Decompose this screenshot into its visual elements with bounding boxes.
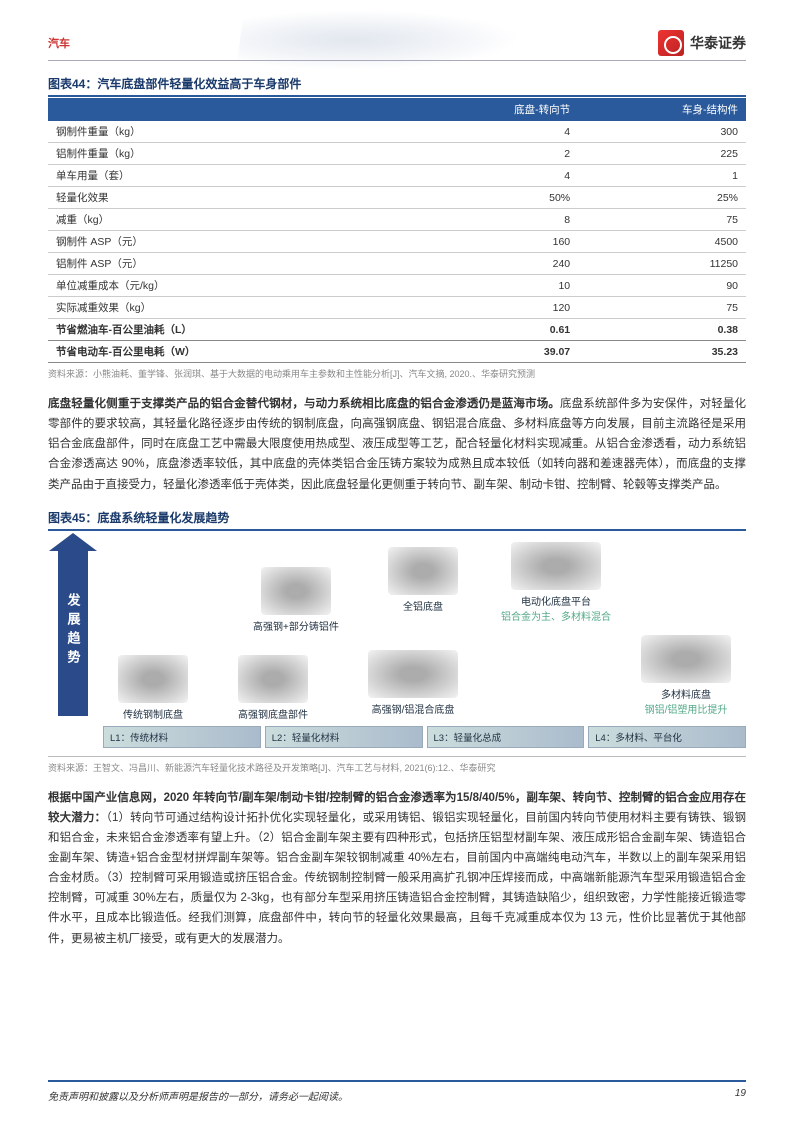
box-5: 全铝底盘 bbox=[388, 547, 458, 613]
table44-caption: 图表44：汽车底盘部件轻量化效益高于车身部件 bbox=[48, 75, 746, 97]
diagram-boxes: 传统钢制底盘 高强钢底盘部件 高强钢/铝混合底盘 高强钢+部分铸铝件 全铝底盘 … bbox=[108, 542, 741, 721]
fig45-source: 资料来源：王智文、冯昌川、新能源汽车轻量化技术路径及开发策略[J]、汽车工艺与材… bbox=[48, 761, 746, 774]
box-6: 电动化底盘平台铝合金为主、多材料混合 bbox=[501, 542, 611, 623]
fig45-diagram: 发展趋势 传统钢制底盘 高强钢底盘部件 高强钢/铝混合底盘 高强钢+部分铸铝件 … bbox=[48, 537, 746, 757]
trend-arrow: 发展趋势 bbox=[58, 547, 88, 716]
box-1: 传统钢制底盘 bbox=[118, 655, 188, 721]
chassis-img-icon bbox=[368, 650, 458, 698]
level-2: L2：轻量化材料 bbox=[265, 726, 423, 748]
chassis-img-icon bbox=[641, 635, 731, 683]
level-3: L3：轻量化总成 bbox=[427, 726, 585, 748]
box-2: 高强钢底盘部件 bbox=[238, 655, 308, 721]
box-4: 高强钢+部分铸铝件 bbox=[253, 567, 339, 633]
arrow-label: 发展趋势 bbox=[64, 593, 83, 669]
table44: 底盘-转向节 车身-结构件 钢制件重量（kg）4300铝制件重量（kg）2225… bbox=[48, 98, 746, 363]
level-bar: L1：传统材料 L2：轻量化材料 L3：轻量化总成 L4：多材料、平台化 bbox=[103, 726, 746, 748]
para2-text: （1）转向节可通过结构设计拓扑优化实现轻量化，或采用铸铝、锻铝实现轻量化，目前国… bbox=[48, 812, 746, 945]
fig45-caption: 图表45：底盘系统轻量化发展趋势 bbox=[48, 509, 746, 531]
brand-name: 华泰证券 bbox=[690, 33, 746, 53]
page-number: 19 bbox=[735, 1088, 746, 1103]
col-1: 底盘-转向节 bbox=[410, 98, 578, 121]
col-2: 车身-结构件 bbox=[578, 98, 746, 121]
box-3: 高强钢/铝混合底盘 bbox=[368, 650, 458, 716]
logo-icon bbox=[658, 30, 684, 56]
chassis-img-icon bbox=[511, 542, 601, 590]
footer-disclaimer: 免责声明和披露以及分析师声明是报告的一部分，请务必一起阅读。 bbox=[48, 1088, 348, 1103]
table44-source: 资料来源：小熊油耗、董学锋、张润琪、基于大数据的电动乘用车主参数和主性能分析[J… bbox=[48, 367, 746, 380]
chassis-img-icon bbox=[238, 655, 308, 703]
footer: 免责声明和披露以及分析师声明是报告的一部分，请务必一起阅读。 19 bbox=[48, 1080, 746, 1103]
header-brand: 华泰证券 bbox=[658, 30, 746, 56]
chassis-img-icon bbox=[388, 547, 458, 595]
chassis-img-icon bbox=[118, 655, 188, 703]
level-1: L1：传统材料 bbox=[103, 726, 261, 748]
paragraph-1: 底盘轻量化侧重于支撑类产品的铝合金替代钢材，与动力系统相比底盘的铝合金渗透仍是蓝… bbox=[48, 394, 746, 495]
header-category: 汽车 bbox=[48, 35, 70, 51]
para1-bold: 底盘轻量化侧重于支撑类产品的铝合金替代钢材，与动力系统相比底盘的铝合金渗透仍是蓝… bbox=[48, 398, 560, 410]
chassis-img-icon bbox=[261, 567, 331, 615]
box-7: 多材料底盘钢铝/铝塑用比提升 bbox=[641, 635, 731, 716]
page-content: 汽车 华泰证券 图表44：汽车底盘部件轻量化效益高于车身部件 底盘-转向节 车身… bbox=[0, 0, 794, 949]
paragraph-2: 根据中国产业信息网，2020 年转向节/副车架/制动卡钳/控制臂的铝合金渗透率为… bbox=[48, 788, 746, 949]
col-0 bbox=[48, 98, 410, 121]
level-4: L4：多材料、平台化 bbox=[588, 726, 746, 748]
watermark bbox=[236, 10, 524, 70]
para1-text: 底盘系统部件多为安保件，对轻量化零部件的要求较高，其轻量化路径逐步由传统的钢制底… bbox=[48, 398, 746, 491]
